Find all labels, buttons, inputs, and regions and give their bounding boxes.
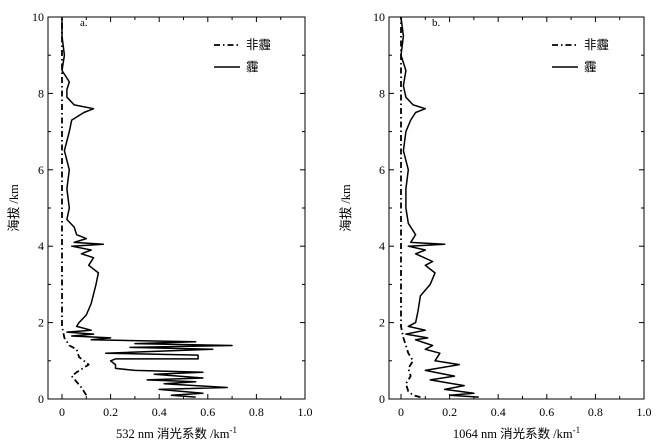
y-tick-label: 10 [373,10,385,24]
x-axis-title: 532 nm 消光系数 /km-1 [116,425,237,441]
x-tick-label: 0.4 [491,405,506,419]
y-tick-label: 0 [379,392,385,406]
x-tick-label: 1.0 [298,405,313,419]
y-tick-label: 2 [379,316,385,330]
y-tick-label: 6 [38,163,44,177]
chart-panel-2: 0 2 4 6 8 10 0 0.2 0.4 0.6 0.8 1.0 1064 nm 消光系数 /km-… [338,10,652,441]
x-tick-label: 0.2 [103,405,118,419]
panel-tag: b. [432,17,441,29]
x-tick-label: 0.8 [588,405,603,419]
x-axis-title: 1064 nm 消光系数 /km-1 [453,425,580,441]
series-line-haze [61,17,233,398]
y-tick-label: 6 [379,163,385,177]
x-tick-label: 0.4 [152,405,167,419]
x-tick-label: 0.2 [442,405,457,419]
series-line-non-haze [61,17,90,396]
y-tick-label: 4 [38,239,44,253]
x-tick-label: 0.6 [539,405,554,419]
panel-tag: a. [80,17,88,29]
y-tick-label: 0 [38,392,44,406]
x-tick-label: 0 [398,405,404,419]
y-tick-label: 10 [32,10,44,24]
series-line-haze [400,16,479,398]
series-line-non-haze [400,17,421,398]
y-tick-label: 8 [38,86,44,100]
y-tick-label: 4 [379,239,385,253]
y-axis-title: 海拔 /km [6,184,21,232]
plot-frame [388,16,645,400]
y-axis-title: 海拔 /km [338,184,353,232]
x-tick-label: 0 [59,405,65,419]
x-tick-label: 1.0 [637,405,652,419]
x-tick-label: 0.8 [249,405,264,419]
y-tick-label: 8 [379,86,385,100]
chart-panel-1: 0 2 4 6 8 10 0 0.2 0.4 0.6 0.8 1.0 532 nm 消光系数 /km-1… [6,10,313,441]
legend-label: 霾 [584,60,597,74]
x-tick-label: 0.6 [200,405,215,419]
y-tick-label: 2 [38,316,44,330]
legend-label: 霾 [246,60,259,74]
legend-label: 非霾 [584,38,609,52]
legend-label: 非霾 [246,38,271,52]
